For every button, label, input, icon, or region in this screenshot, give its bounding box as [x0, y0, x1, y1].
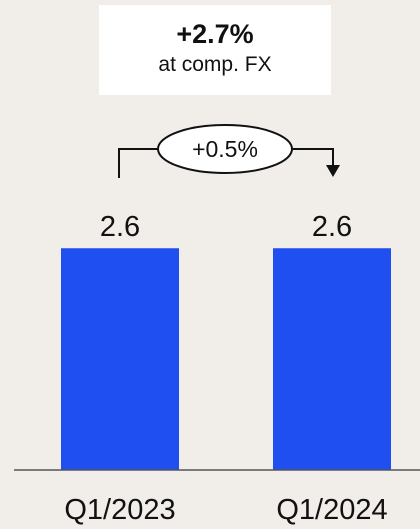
x-tick-label-Q1-2023: Q1/2023 [64, 494, 175, 526]
x-tick-label-Q1-2024: Q1/2024 [276, 494, 387, 526]
growth-callout-caption: at comp. FX [158, 53, 272, 76]
change-connector-left [118, 148, 158, 178]
growth-callout-value: +2.7% [176, 19, 254, 49]
change-arrow-head [326, 165, 340, 177]
bar-Q1-2023 [61, 248, 179, 470]
change-badge-label: +0.5% [192, 136, 258, 162]
change-connector-right [292, 148, 334, 166]
change-badge [157, 124, 293, 174]
bar-Q1-2024 [273, 248, 391, 470]
data-label-Q1-2024: 2.6 [312, 211, 352, 243]
data-label-Q1-2023: 2.6 [100, 211, 140, 243]
growth-callout: +2.7% at comp. FX [99, 5, 331, 95]
